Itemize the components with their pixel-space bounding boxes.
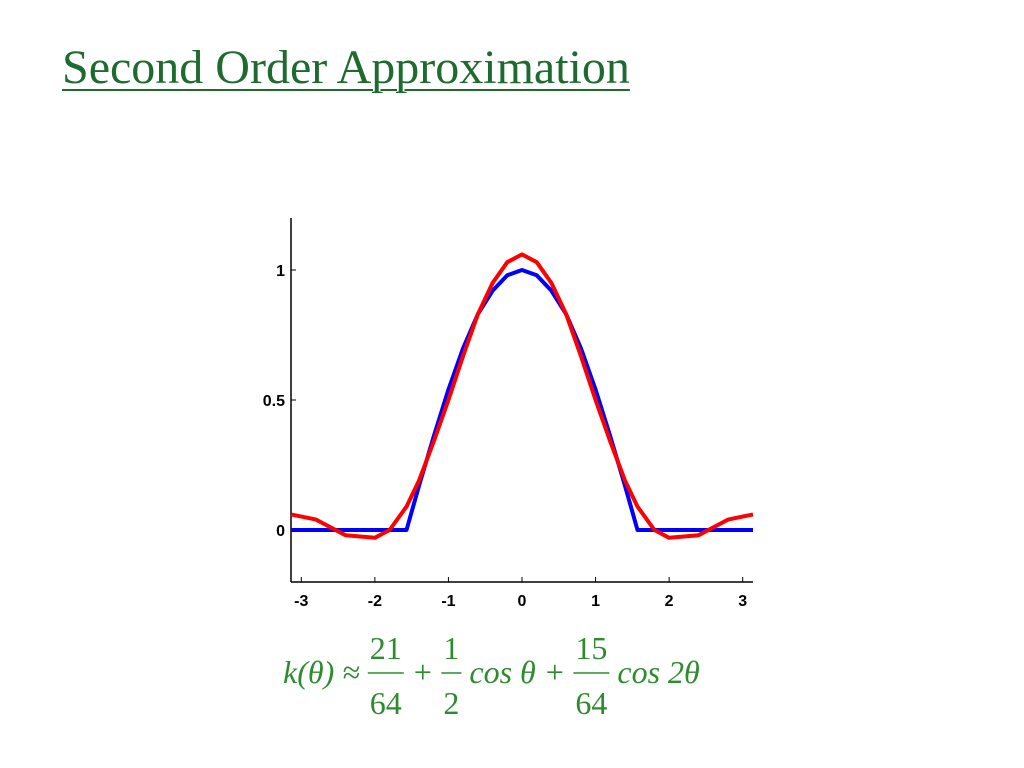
formula-denominator: 2: [443, 685, 459, 721]
formula-text: cos 2θ: [617, 654, 699, 690]
formula-text: k(θ) ≈: [283, 654, 360, 690]
x-tick-label: 2: [665, 593, 674, 610]
x-tick-label: 3: [738, 593, 747, 610]
y-tick-label: 0.5: [263, 393, 285, 410]
x-tick-label: -3: [294, 593, 308, 610]
x-tick-label: -1: [441, 593, 455, 610]
x-tick-label: 1: [591, 593, 600, 610]
formula-denominator: 64: [575, 685, 607, 721]
slide-title: Second Order Approximation: [62, 41, 630, 94]
y-tick-label: 1: [276, 263, 285, 280]
formula-numerator: 1: [443, 630, 459, 666]
x-tick-label: 0: [518, 593, 527, 610]
formula-numerator: 15: [575, 630, 607, 666]
formula-text: cos θ +: [469, 654, 565, 690]
y-tick-label: 0: [276, 523, 285, 540]
series-line: [290, 252, 754, 540]
x-tick-label: -2: [368, 593, 382, 610]
formula-denominator: 64: [370, 685, 402, 721]
formula-text: +: [412, 654, 434, 690]
series-line: [291, 268, 753, 532]
formula-numerator: 21: [370, 630, 402, 666]
